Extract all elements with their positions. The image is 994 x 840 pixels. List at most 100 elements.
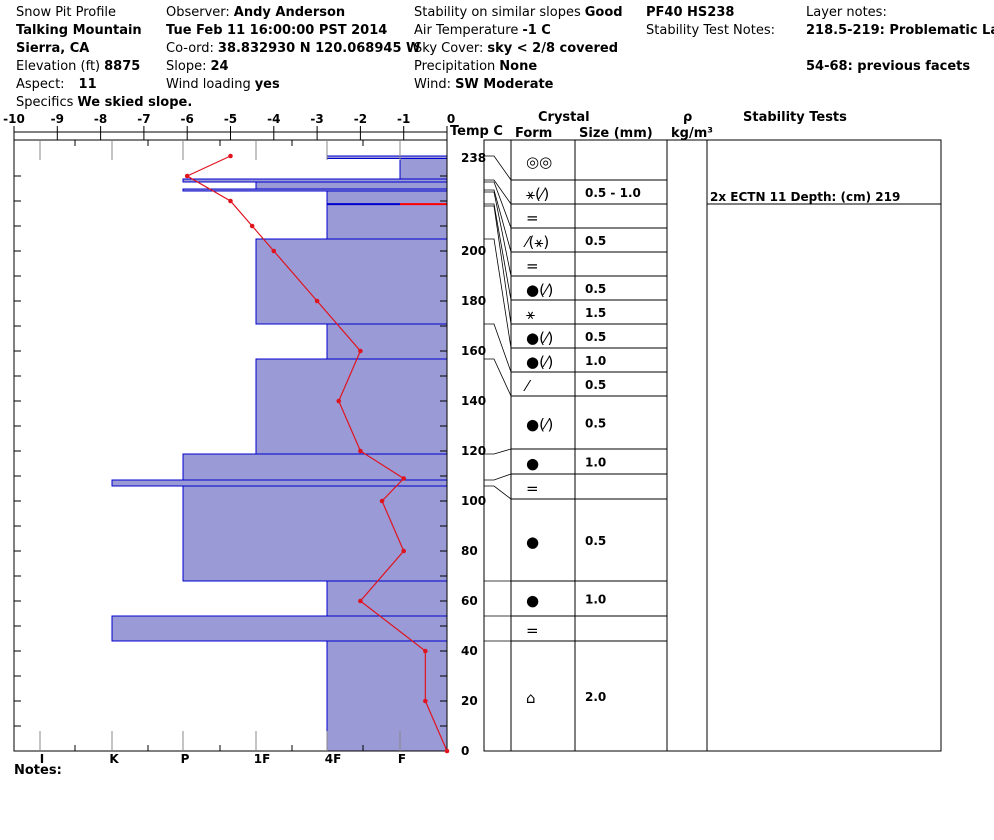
air-temp-row: Air Temperature -1 C (414, 23, 551, 39)
form-header: Form (515, 126, 553, 141)
temperature-point (379, 498, 385, 504)
crystal-form-symbol: ● (526, 455, 539, 473)
hardness-layer-bar (255, 358, 448, 455)
stability-value: Good (584, 5, 623, 20)
aspect-label: Aspect: (16, 77, 65, 92)
layer-connector-line (484, 181, 512, 229)
height-tick-label: 180 (461, 294, 486, 308)
crystal-form-symbol: ⚹ (526, 305, 535, 323)
hardness-layer-bar (182, 453, 448, 481)
temp-tick-label: -3 (310, 112, 323, 126)
elevation-row: Elevation (ft) 8875 (16, 59, 140, 75)
height-tick-label: 140 (461, 394, 486, 408)
temp-tick-label: -9 (51, 112, 64, 126)
crystal-form-symbol: ⁄(⚹) (523, 233, 549, 251)
specifics-label: Specifics (16, 95, 74, 110)
temperature-point (271, 248, 277, 254)
slope-label: Slope: (166, 59, 207, 74)
layer-connector-line (484, 205, 512, 325)
layer-notes-label: Layer notes: (806, 5, 887, 20)
crystal-size-value: 2.0 (585, 690, 606, 704)
layer-connector-line (484, 485, 512, 500)
sky-cover-row: Sky Cover: sky < 2/8 covered (414, 41, 618, 57)
hardness-tick-label: 1F (254, 752, 271, 766)
observer-label: Observer: (166, 5, 230, 20)
crystal-size-value: 1.0 (585, 456, 606, 470)
hardness-tick-label: F (398, 752, 406, 766)
crystal-size-value: 1.0 (585, 354, 606, 368)
height-tick-label: 100 (461, 494, 486, 508)
crystal-size-value: 1.5 (585, 306, 606, 320)
hardness-layer-bar (399, 158, 448, 180)
observer-row: Observer: Andy Anderson (166, 5, 345, 21)
pf-hs: PF40 HS238 (646, 5, 735, 20)
layer-connector-line (484, 179, 512, 205)
crystal-size-value: 0.5 - 1.0 (585, 186, 641, 200)
observer-value: Andy Anderson (233, 5, 346, 20)
crystal-form-symbol: ⚹(⁄) (526, 185, 549, 203)
layer-connector-line (484, 448, 512, 455)
temp-tick-label: -2 (354, 112, 367, 126)
hardness-layer-bar (326, 580, 448, 617)
wind-label: Wind: (414, 77, 452, 92)
hardness-tick-label: P (181, 752, 190, 766)
hardness-layer-bar (255, 238, 448, 325)
wind-loading-value: yes (254, 77, 280, 92)
temperature-point (249, 223, 255, 229)
temperature-line (185, 155, 448, 752)
slope-row: Slope: 24 (166, 59, 229, 75)
crystal-size-value: 0.5 (585, 534, 606, 548)
aspect-row: Aspect: 11 (16, 77, 97, 93)
density-unit: kg/m³ (671, 126, 713, 141)
crystal-size-value: 0.5 (585, 234, 606, 248)
temperature-point (423, 648, 428, 654)
crystal-size-value: 0.5 (585, 417, 606, 431)
crystal-form-symbol: ⁄ (523, 377, 532, 395)
temp-tick-label: -6 (181, 112, 194, 126)
elevation-label: Elevation (ft) (16, 59, 101, 74)
crystal-form-symbol: = (526, 622, 539, 640)
crystal-form-symbol: ◎◎ (526, 153, 552, 171)
hardness-tick-label: I (40, 752, 44, 766)
height-tick-label: 80 (461, 544, 478, 558)
crystal-form-symbol: ● (526, 533, 539, 551)
hardness-layer-bar (111, 615, 448, 642)
layer-connector-line (484, 189, 512, 253)
precip-row: Precipitation None (414, 59, 537, 75)
height-tick-label: 20 (461, 694, 478, 708)
aspect-value: 11 (78, 77, 97, 92)
crystal-form-symbol: ● (526, 592, 539, 610)
temperature-point (228, 198, 233, 204)
wind-loading-label: Wind loading (166, 77, 251, 92)
layer-connector-line (484, 191, 512, 277)
crystal-form-symbol: ●(⁄) (526, 329, 553, 347)
region: Sierra, CA (16, 41, 90, 56)
temp-tick-label: 0 (447, 112, 455, 126)
air-temp-value: -1 C (522, 23, 551, 38)
crystal-form-symbol: ●(⁄) (526, 281, 553, 299)
temperature-point (184, 173, 190, 179)
temp-tick-label: -5 (224, 112, 237, 126)
stability-test-notes-label: Stability Test Notes: (646, 23, 775, 38)
location-name: Talking Mountain (16, 23, 142, 38)
height-tick-label: 120 (461, 444, 486, 458)
layer-connector-line (484, 155, 512, 181)
height-tick-label: 60 (461, 594, 478, 608)
layer-connector-line (484, 358, 512, 397)
notes-label: Notes: (14, 763, 62, 778)
size-header: Size (mm) (579, 126, 653, 141)
height-tick-label: 160 (461, 344, 486, 358)
hardness-layer-bar (255, 181, 448, 190)
height-tick-label: 40 (461, 644, 478, 658)
sky-cover-label: Sky Cover: (414, 41, 484, 56)
hardness-layer-bar (326, 640, 448, 752)
layer-connector-line (484, 323, 512, 373)
hardness-tick-label: K (109, 752, 119, 766)
stability-row: Stability on similar slopes Good (414, 5, 623, 21)
stability-label: Stability on similar slopes (414, 5, 581, 20)
temp-tick-label: -4 (267, 112, 280, 126)
height-tick-label: 238 (461, 151, 486, 165)
wind-value: SW Moderate (455, 77, 554, 92)
slope-value: 24 (210, 59, 229, 74)
hardness-layer-bar (326, 323, 448, 360)
